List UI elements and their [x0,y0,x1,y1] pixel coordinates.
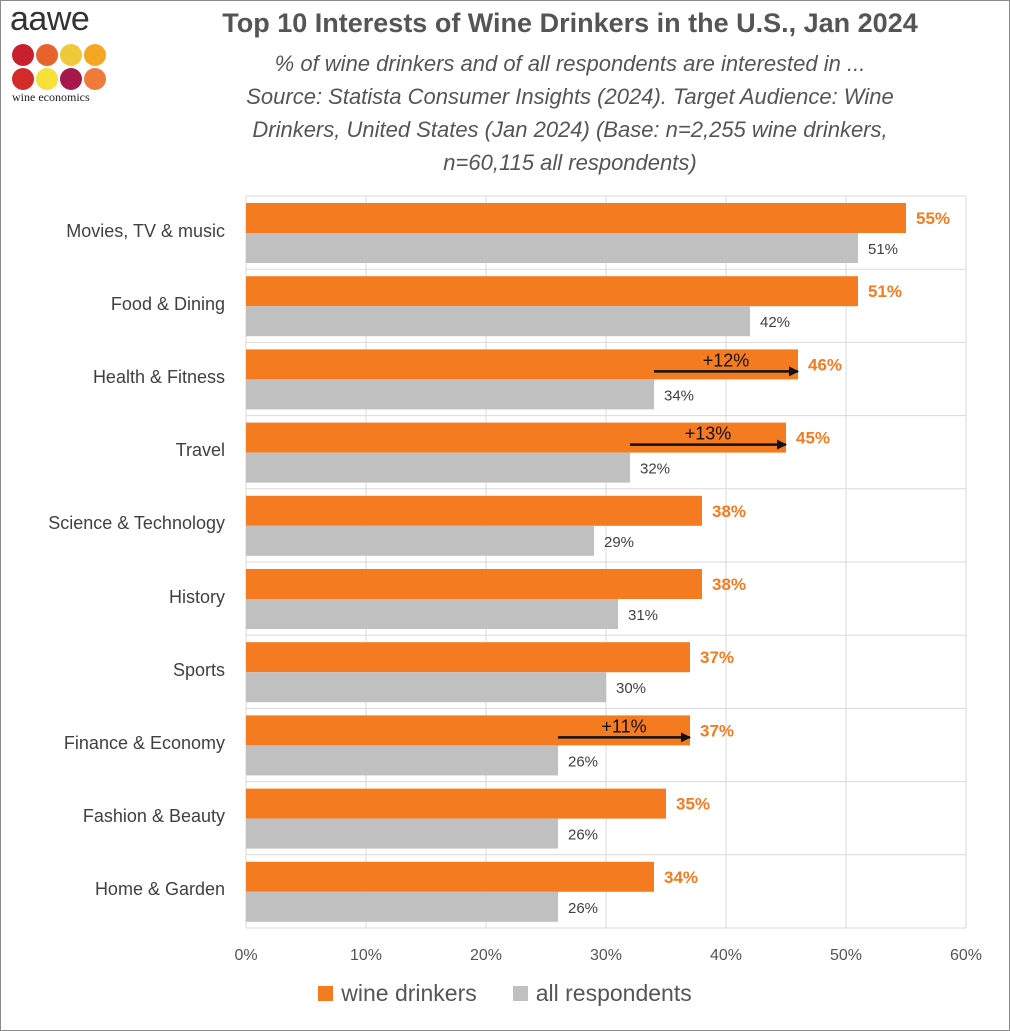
subtitle-line: Drinkers, United States (Jan 2024) (Base… [252,117,888,142]
category-label: Movies, TV & music [66,220,225,241]
category-label: History [168,586,225,607]
x-tick-label: 50% [830,947,862,964]
bar-all-respondents [246,599,618,629]
legend-label-all-respondents: all respondents [535,980,692,1006]
data-label-wine-drinkers: 46% [808,355,842,374]
data-label-wine-drinkers: 55% [916,209,950,228]
x-tick-label: 0% [234,947,257,964]
data-label-wine-drinkers: 34% [664,868,698,887]
data-label-all-respondents: 26% [568,827,598,844]
category-label: Sports [172,659,225,680]
bar-wine-drinkers [246,569,702,599]
bar-all-respondents [246,745,558,776]
bar-wine-drinkers [246,861,654,892]
x-tick-label: 30% [590,947,622,964]
subtitle-line: n=60,115 all respondents) [443,150,697,175]
data-label-all-respondents: 29% [604,534,634,551]
logo-dot [84,44,106,66]
bar-wine-drinkers [246,276,858,307]
subtitle-line: Source: Statista Consumer Insights (2024… [246,84,894,109]
data-label-wine-drinkers: 51% [868,282,902,301]
bar-all-respondents [246,379,654,410]
bar-all-respondents [246,525,594,556]
category-label: Fashion & Beauty [82,806,225,827]
x-tick-label: 60% [950,947,982,964]
category-label: Finance & Economy [63,733,225,753]
chart-subtitle: % of wine drinkers and of all respondent… [160,47,980,179]
bar-wine-drinkers [246,715,690,746]
bar-wine-drinkers [246,422,786,453]
legend-item-wine-drinkers: wine drinkers [318,980,477,1007]
data-label-all-respondents: 51% [868,241,898,258]
chart-title: Top 10 Interests of Wine Drinkers in the… [222,8,918,38]
legend-swatch-wine-drinkers [318,986,334,1001]
data-label-wine-drinkers: 38% [712,502,746,521]
bar-all-respondents [246,672,606,703]
logo-wordmark: aawe [10,0,90,38]
logo-dot [36,68,58,90]
bar-all-respondents [246,306,750,337]
data-label-all-respondents: 34% [664,387,694,404]
logo-dot [36,44,58,66]
data-label-wine-drinkers: 38% [712,575,746,594]
logo-dot [12,44,34,66]
aawe-logo: aawe wine economics [10,0,120,108]
bar-wine-drinkers [246,495,702,526]
logo-dot [60,68,82,90]
logo-dot [12,68,34,90]
data-label-wine-drinkers: 37% [700,721,734,740]
bar-all-respondents [246,233,858,263]
data-label-wine-drinkers: 45% [796,429,830,448]
difference-label: +13% [685,424,732,444]
data-label-all-respondents: 26% [568,753,598,770]
category-label: Health & Fitness [92,367,225,387]
data-label-wine-drinkers: 37% [700,648,734,667]
x-tick-label: 40% [710,947,742,964]
legend-item-all-respondents: all respondents [512,980,692,1007]
bar-wine-drinkers [246,642,690,673]
data-label-all-respondents: 32% [640,461,670,478]
category-label: Home & Garden [94,879,225,900]
legend-swatch-all-respondents [512,986,528,1001]
difference-label: +12% [703,350,750,370]
bar-wine-drinkers [246,349,798,380]
logo-subtitle: wine economics [12,90,90,104]
legend-label-wine-drinkers: wine drinkers [341,980,477,1006]
difference-label: +11% [601,716,646,736]
data-label-all-respondents: 26% [568,900,598,917]
subtitle-line: % of wine drinkers and of all respondent… [274,51,866,76]
data-label-wine-drinkers: 35% [676,795,710,814]
data-label-all-respondents: 31% [628,607,658,624]
category-label: Science & Technology [48,513,225,534]
category-label: Travel [175,440,225,461]
logo-dot [60,44,82,66]
data-label-all-respondents: 42% [760,314,790,331]
data-label-all-respondents: 30% [616,680,646,697]
bar-wine-drinkers [246,788,666,819]
bar-all-respondents [246,452,630,483]
category-label: Food & Dining [110,293,225,314]
bar-wine-drinkers [246,203,906,233]
legend: wine drinkers all respondents [0,980,1010,1007]
x-tick-label: 10% [350,947,382,964]
bar-all-respondents [246,818,558,849]
x-tick-label: 20% [470,947,502,964]
logo-dots [12,44,112,92]
bar-all-respondents [246,891,558,922]
logo-dot [84,68,106,90]
